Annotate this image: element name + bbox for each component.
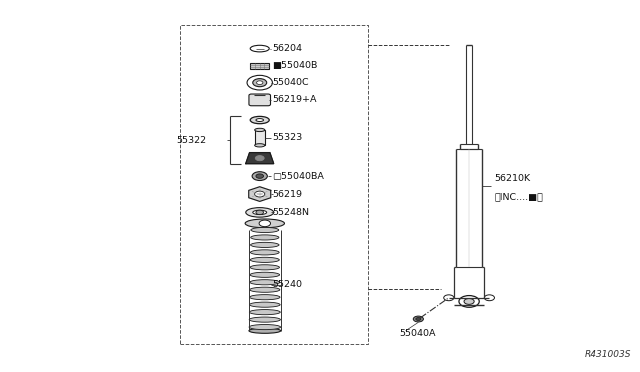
Text: 55040C: 55040C bbox=[273, 78, 309, 87]
Circle shape bbox=[257, 81, 263, 84]
Circle shape bbox=[416, 318, 421, 321]
Circle shape bbox=[459, 296, 479, 307]
Circle shape bbox=[484, 295, 495, 301]
Ellipse shape bbox=[249, 328, 281, 333]
Text: 55323: 55323 bbox=[273, 133, 303, 142]
Text: ▢55040BA: ▢55040BA bbox=[273, 171, 324, 181]
Text: 55040A: 55040A bbox=[399, 329, 436, 338]
Ellipse shape bbox=[253, 210, 267, 215]
Text: ■55040B: ■55040B bbox=[273, 61, 318, 70]
Ellipse shape bbox=[256, 119, 264, 122]
Text: 55240: 55240 bbox=[273, 280, 303, 289]
Text: R431003S: R431003S bbox=[584, 350, 631, 359]
Text: 55248N: 55248N bbox=[273, 208, 309, 217]
Text: 56210K: 56210K bbox=[495, 174, 531, 183]
Circle shape bbox=[464, 298, 474, 304]
Circle shape bbox=[247, 76, 273, 90]
Text: 56219+A: 56219+A bbox=[273, 95, 317, 105]
Circle shape bbox=[255, 155, 264, 161]
Text: 56219: 56219 bbox=[273, 190, 303, 199]
Text: ＜INC....■）: ＜INC....■） bbox=[495, 192, 543, 202]
Ellipse shape bbox=[250, 45, 269, 52]
Circle shape bbox=[259, 220, 271, 227]
Text: 55322: 55322 bbox=[176, 135, 206, 144]
Ellipse shape bbox=[250, 302, 280, 307]
Bar bbox=[250, 62, 269, 69]
Ellipse shape bbox=[245, 219, 284, 228]
Ellipse shape bbox=[250, 287, 280, 292]
Circle shape bbox=[256, 174, 264, 178]
FancyBboxPatch shape bbox=[249, 94, 271, 106]
Polygon shape bbox=[249, 187, 271, 201]
Ellipse shape bbox=[251, 227, 279, 232]
Circle shape bbox=[413, 316, 424, 322]
Ellipse shape bbox=[249, 324, 280, 330]
Circle shape bbox=[255, 191, 265, 197]
Circle shape bbox=[252, 172, 268, 180]
Ellipse shape bbox=[250, 280, 280, 285]
Ellipse shape bbox=[251, 242, 279, 247]
Ellipse shape bbox=[250, 257, 279, 262]
Ellipse shape bbox=[250, 250, 279, 255]
Circle shape bbox=[444, 295, 454, 301]
Ellipse shape bbox=[250, 310, 280, 315]
Ellipse shape bbox=[255, 144, 265, 147]
Ellipse shape bbox=[251, 235, 279, 240]
Ellipse shape bbox=[250, 295, 280, 300]
Ellipse shape bbox=[250, 272, 280, 278]
Circle shape bbox=[253, 78, 267, 87]
Ellipse shape bbox=[255, 128, 265, 132]
Ellipse shape bbox=[250, 116, 269, 124]
Circle shape bbox=[256, 210, 264, 215]
Ellipse shape bbox=[250, 265, 280, 270]
Ellipse shape bbox=[249, 317, 280, 322]
Text: 56204: 56204 bbox=[273, 44, 303, 53]
Ellipse shape bbox=[246, 208, 274, 217]
Bar bbox=[255, 130, 265, 145]
Polygon shape bbox=[246, 153, 274, 164]
